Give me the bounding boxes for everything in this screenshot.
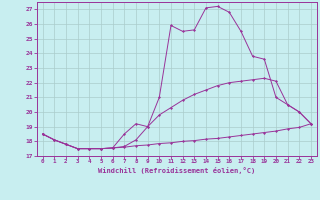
- X-axis label: Windchill (Refroidissement éolien,°C): Windchill (Refroidissement éolien,°C): [98, 167, 255, 174]
